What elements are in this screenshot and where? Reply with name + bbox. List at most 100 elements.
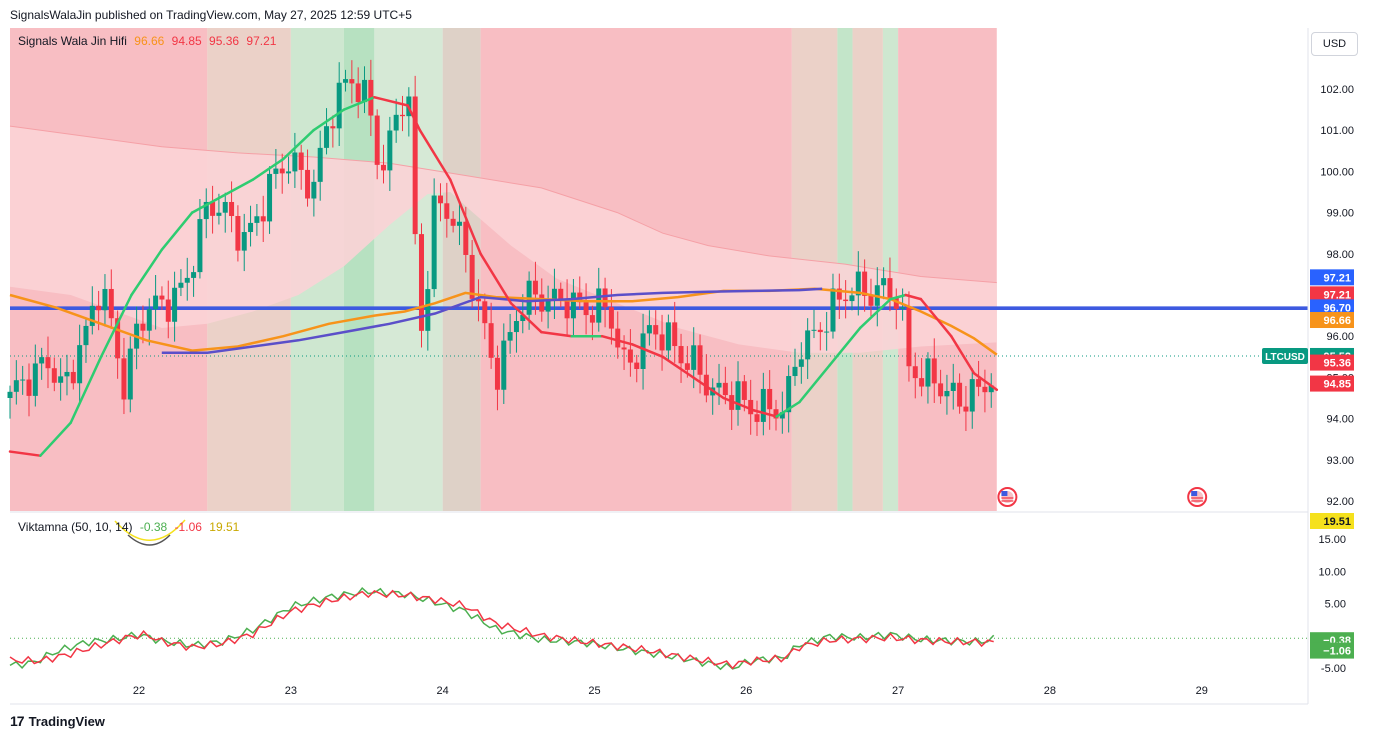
band-fills	[9, 125, 997, 353]
candle-body	[305, 169, 311, 199]
candle-body	[387, 130, 393, 171]
signal-ma-segment	[190, 194, 224, 214]
signal-ma-segment	[449, 178, 482, 256]
candle-body	[330, 126, 336, 129]
candle-body	[450, 218, 456, 226]
signal-ma-segment	[69, 355, 103, 424]
price-label-1: 97.21	[1310, 286, 1354, 303]
osc-red-line	[9, 589, 994, 670]
tradingview-footer[interactable]: 17 TradingView	[10, 713, 105, 729]
candles	[7, 59, 994, 436]
price-label-5: 95.36	[1310, 354, 1354, 371]
candle-body	[469, 254, 475, 299]
osc-label-2-text: −1.06	[1323, 646, 1351, 658]
signal-ma-segment	[775, 400, 801, 418]
signal-ma-segment	[373, 95, 409, 107]
time-tick-label: 25	[588, 685, 600, 697]
candle-body	[748, 399, 754, 415]
osc-label-0: 19.51	[1310, 513, 1354, 529]
signal-ma-segment	[479, 252, 513, 305]
event-markers	[997, 487, 1208, 507]
candle-body	[248, 222, 254, 233]
signal-ma-segment	[342, 95, 376, 111]
candle-body	[317, 147, 323, 182]
candle-body	[381, 164, 387, 171]
candle-body	[912, 366, 918, 379]
candle-body	[786, 376, 792, 413]
candle-body	[716, 382, 722, 388]
candle-body	[494, 357, 500, 390]
sub-indicator-legend[interactable]: Viktamna (50, 10, 14) -0.38 -1.06 19.51	[18, 520, 243, 534]
candle-body	[13, 380, 19, 392]
candle-body	[488, 323, 494, 358]
candle-body	[862, 271, 868, 296]
candle-body	[203, 201, 209, 220]
price-label-6: 94.85	[1310, 375, 1354, 392]
candle-body	[906, 307, 912, 367]
oscillator-lines	[9, 519, 995, 671]
price-label-2-bg	[1310, 299, 1354, 316]
candle-body	[722, 382, 728, 396]
price-label-0-text: 97.21	[1323, 272, 1351, 284]
candle-body	[70, 371, 76, 384]
price-label-0-bg	[1310, 269, 1354, 286]
time-tick-label: 28	[1044, 685, 1056, 697]
price-tick-label: 102.00	[1320, 84, 1354, 96]
main-indicator-value-3: 95.36	[209, 34, 240, 48]
candle-body	[608, 307, 614, 329]
candle-body	[393, 114, 399, 131]
time-tick-label: 27	[892, 685, 904, 697]
candle-body	[26, 379, 32, 396]
candle-body	[184, 277, 190, 283]
price-tick-label: 98.00	[1326, 249, 1354, 261]
main-indicator-legend[interactable]: Signals Wala Jin Hifi 96.66 94.85 95.36 …	[18, 34, 280, 48]
sub-indicator-value-2: -1.06	[174, 520, 202, 534]
osc-tick-label: 15.00	[1318, 534, 1346, 546]
candle-body	[336, 82, 342, 129]
candle-body	[324, 126, 330, 148]
candle-body	[893, 297, 899, 309]
candle-body	[20, 379, 26, 381]
candle-body	[159, 295, 165, 300]
candle-body	[437, 195, 443, 204]
background-band-11	[898, 28, 997, 511]
candle-body	[89, 305, 95, 326]
candle-body	[551, 288, 557, 300]
signal-ma-segment	[949, 334, 976, 375]
candle-body	[754, 414, 760, 422]
candle-body	[564, 299, 570, 319]
candle-body	[792, 366, 798, 377]
candle-body	[412, 96, 418, 235]
background-band-5	[442, 28, 481, 511]
signal-ma-segment	[661, 355, 695, 379]
candle-body	[773, 409, 779, 419]
background-band-10	[882, 28, 899, 511]
candle-body	[374, 115, 380, 165]
candle-body	[286, 171, 292, 174]
candle-body	[634, 362, 640, 369]
us-flag-event-icon	[1187, 487, 1208, 507]
symbol-tag-text: LTCUSD	[1265, 352, 1305, 363]
candle-body	[267, 173, 273, 222]
candle-body	[355, 83, 361, 103]
us-flag-event-icon	[997, 487, 1018, 507]
signal-ma-segment	[418, 128, 452, 181]
candle-body	[418, 234, 424, 331]
candle-body	[191, 272, 197, 278]
candle-body	[602, 288, 608, 308]
currency-button[interactable]: USD	[1311, 32, 1358, 56]
sub-indicator-value-3: 19.51	[209, 520, 240, 534]
candle-body	[279, 168, 285, 174]
price-tick-label: 96.00	[1326, 331, 1354, 343]
candle-body	[216, 212, 222, 216]
candle-body	[976, 379, 982, 387]
signal-ma-segment	[798, 363, 832, 404]
candle-body	[235, 216, 241, 251]
publisher-header: SignalsWalaJin published on TradingView.…	[10, 8, 412, 22]
osc-yellow-curve	[114, 519, 186, 541]
candle-body	[172, 287, 178, 322]
time-tick-label: 29	[1196, 685, 1208, 697]
price-label-3-text: 96.66	[1323, 315, 1351, 327]
osc-label-0-bg	[1310, 513, 1354, 529]
